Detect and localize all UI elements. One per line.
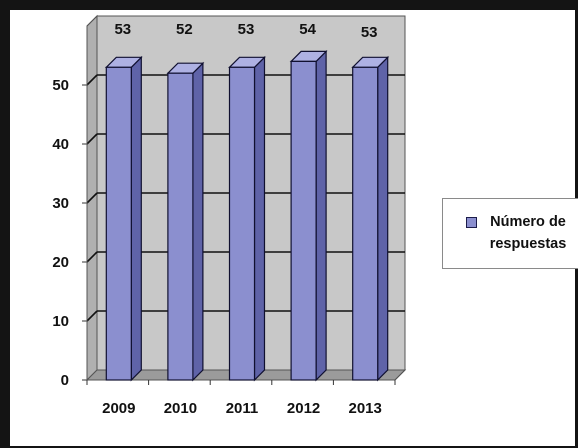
gridline-side xyxy=(86,133,98,145)
x-tick-label: 2012 xyxy=(287,400,320,417)
x-tick-label: 2013 xyxy=(349,400,382,417)
bar xyxy=(352,66,379,381)
y-tick-label: 10 xyxy=(52,313,69,330)
x-axis-right-edge xyxy=(394,369,406,381)
data-label: 53 xyxy=(361,24,378,41)
bar xyxy=(228,66,256,381)
data-label: 52 xyxy=(176,21,193,38)
gridline-top xyxy=(86,15,98,27)
y-tick-label: 50 xyxy=(52,77,69,94)
bar-side xyxy=(192,61,204,382)
data-label: 53 xyxy=(238,21,255,38)
y-tick-label: 0 xyxy=(61,372,69,389)
y-tick-label: 30 xyxy=(52,195,69,212)
x-tick-label: 2009 xyxy=(102,400,135,417)
y-tick-label: 20 xyxy=(52,254,69,271)
bar xyxy=(105,66,132,381)
gridline-side xyxy=(86,192,98,204)
gridline-side xyxy=(86,74,98,86)
gridline-side xyxy=(86,310,98,322)
bar xyxy=(290,60,317,381)
legend-series-label: Número de respuestas xyxy=(489,214,567,252)
bar-side xyxy=(130,55,142,382)
x-tick-label: 2010 xyxy=(164,400,197,417)
gridline-side xyxy=(86,251,98,263)
x-tick-label: 2011 xyxy=(226,400,259,417)
bar-side xyxy=(377,55,389,382)
data-label: 53 xyxy=(114,21,131,38)
bar xyxy=(167,72,194,381)
legend-swatch xyxy=(466,217,477,228)
legend: Número de respuestas xyxy=(442,198,578,269)
bar-side xyxy=(315,49,327,382)
data-label: 54 xyxy=(299,21,316,38)
bar-side xyxy=(253,55,266,382)
y-tick-label: 40 xyxy=(52,136,69,153)
